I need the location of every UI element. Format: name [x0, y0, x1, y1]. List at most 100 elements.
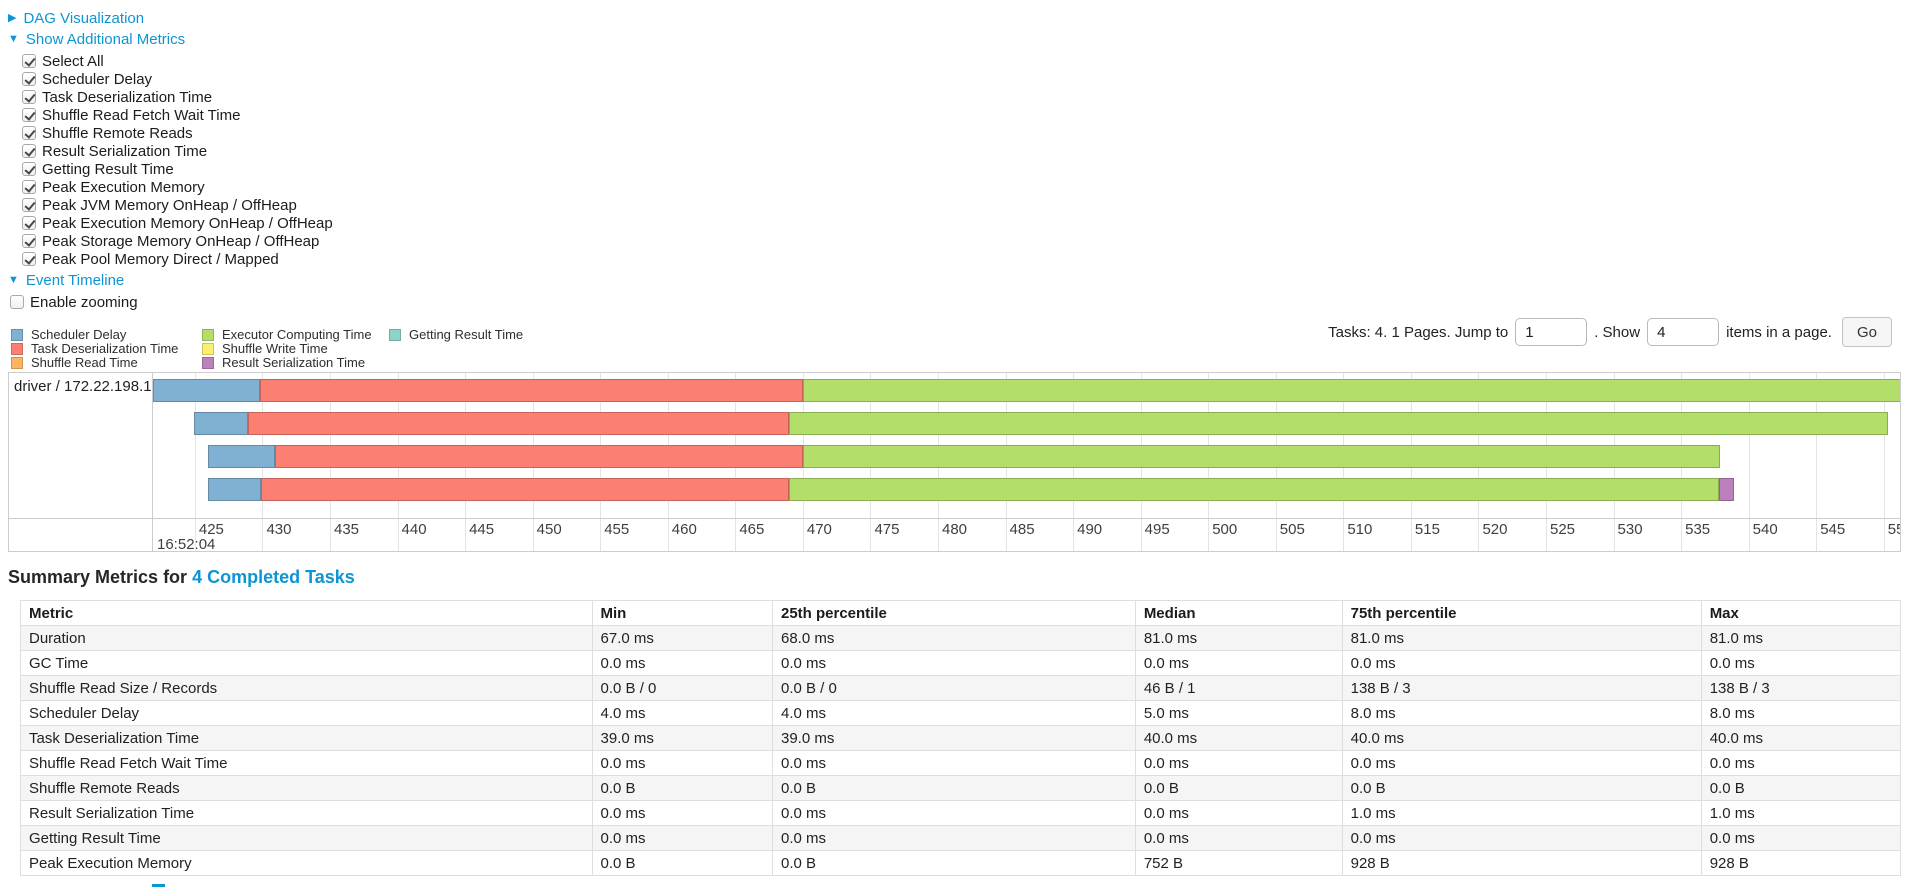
axis-tick-label: 465	[739, 521, 765, 538]
checkbox-shuffle-remote-reads[interactable]	[22, 126, 36, 140]
checkbox-result-serialization-time[interactable]	[22, 144, 36, 158]
timeline-x-axis: 16:52:04 425 430 435 440 445 450 455 460 465 470 4…	[153, 518, 1900, 551]
axis-tick-label: 525	[1550, 521, 1576, 538]
axis-tick-label: 550	[1887, 521, 1900, 538]
checkbox-label: Getting Result Time	[42, 160, 174, 178]
axis-tick-label: 515	[1414, 521, 1440, 538]
metric-checkbox-row: Peak Pool Memory Direct / Mapped	[22, 250, 1901, 268]
summary-cell: 0.0 B	[771, 775, 1136, 801]
gridline	[329, 519, 331, 551]
checkbox-shuffle-read-fetch-wait-time[interactable]	[22, 108, 36, 122]
checkbox-peak-storage-memory-onheap-offheap[interactable]	[22, 234, 36, 248]
summary-cell: 0.0 ms	[1134, 750, 1343, 776]
axis-tick-label: 495	[1144, 521, 1170, 538]
summary-cell: 0.0 ms	[771, 800, 1136, 826]
go-button[interactable]: Go	[1841, 317, 1892, 347]
task-segment-task-deserialization-time[interactable]	[247, 412, 790, 435]
event-timeline-chart: driver / 172.22.198.104 16:52:04 425 430 4…	[8, 372, 1901, 552]
legend-swatch-icon	[202, 357, 214, 369]
summary-cell: 40.0 ms	[1700, 725, 1902, 751]
jump-to-page-input[interactable]	[1515, 318, 1588, 346]
legend-item-shuffle-read-time: Shuffle Read Time	[11, 356, 202, 370]
summary-cell: 0.0 B	[591, 850, 773, 876]
summary-column-header-metric: Metric	[20, 600, 593, 626]
task-segment-result-serialization-time[interactable]	[1718, 478, 1734, 501]
axis-tick-label: 480	[942, 521, 968, 538]
completed-tasks-link[interactable]: 4 Completed Tasks	[192, 567, 355, 587]
task-segment-scheduler-delay[interactable]	[153, 379, 260, 402]
gridline	[1883, 373, 1885, 518]
metric-checkbox-row: Shuffle Remote Reads	[22, 124, 1901, 142]
summary-cell: 138 B / 3	[1341, 675, 1702, 701]
gridline	[1275, 519, 1277, 551]
gridline	[1613, 519, 1615, 551]
task-segment-task-deserialization-time[interactable]	[261, 478, 790, 501]
gridline	[1073, 519, 1075, 551]
checkbox-label: Peak Execution Memory OnHeap / OffHeap	[42, 214, 333, 232]
summary-column-header-25th-percentile: 25th percentile	[771, 600, 1136, 626]
summary-cell: 81.0 ms	[1341, 625, 1702, 651]
legend-swatch-icon	[11, 343, 23, 355]
summary-cell: 46 B / 1	[1134, 675, 1343, 701]
show-additional-metrics-toggle[interactable]: ▼ Show Additional Metrics	[8, 31, 185, 48]
axis-tick-label: 500	[1212, 521, 1238, 538]
legend-swatch-icon	[11, 357, 23, 369]
axis-tick-label: 460	[671, 521, 697, 538]
summary-cell: Scheduler Delay	[20, 700, 593, 726]
summary-cell: 0.0 B	[771, 850, 1136, 876]
axis-tick-label: 435	[333, 521, 360, 538]
summary-cell: 138 B / 3	[1700, 675, 1902, 701]
gridline	[262, 519, 264, 551]
event-timeline-toggle[interactable]: ▼ Event Timeline	[8, 272, 124, 289]
task-segment-scheduler-delay[interactable]	[208, 445, 275, 468]
summary-cell: 8.0 ms	[1341, 700, 1702, 726]
task-segment-scheduler-delay[interactable]	[193, 412, 248, 435]
task-segment-executor-computing-time[interactable]	[802, 379, 1900, 402]
legend-item-executor-computing-time: Executor Computing Time	[202, 328, 389, 342]
summary-cell: 1.0 ms	[1341, 800, 1702, 826]
legend-item-scheduler-delay: Scheduler Delay	[11, 328, 202, 342]
dag-visualization-toggle[interactable]: ▶ DAG Visualization	[8, 10, 144, 27]
task-segment-executor-computing-time[interactable]	[789, 412, 1888, 435]
enable-zooming-checkbox[interactable]	[10, 295, 24, 309]
task-segment-executor-computing-time[interactable]	[789, 478, 1719, 501]
checkbox-label: Peak Storage Memory OnHeap / OffHeap	[42, 232, 320, 250]
axis-major-label: 16:52:04	[157, 536, 216, 551]
summary-cell: 5.0 ms	[1134, 700, 1343, 726]
task-segment-task-deserialization-time[interactable]	[259, 379, 803, 402]
summary-cell: 0.0 ms	[1134, 800, 1343, 826]
summary-cell: 67.0 ms	[591, 625, 773, 651]
metric-checkbox-row: Result Serialization Time	[22, 142, 1901, 160]
task-segment-executor-computing-time[interactable]	[802, 445, 1721, 468]
gridline	[735, 519, 737, 551]
summary-table-header-row: Metric Min 25th percentile Median 75th perce…	[20, 600, 1902, 626]
checkbox-scheduler-delay[interactable]	[22, 72, 36, 86]
axis-tick-label: 545	[1820, 521, 1846, 538]
checkbox-peak-jvm-memory-onheap-offheap[interactable]	[22, 198, 36, 212]
gridline	[532, 519, 534, 551]
summary-cell: Shuffle Read Fetch Wait Time	[20, 750, 593, 776]
task-segment-scheduler-delay[interactable]	[208, 478, 262, 501]
checkbox-peak-execution-memory-onheap-offheap[interactable]	[22, 216, 36, 230]
summary-cell: 4.0 ms	[771, 700, 1136, 726]
checkbox-peak-pool-memory-direct-mapped[interactable]	[22, 252, 36, 266]
metric-checkbox-row: Peak JVM Memory OnHeap / OffHeap	[22, 196, 1901, 214]
checkbox-getting-result-time[interactable]	[22, 162, 36, 176]
summary-cell: 0.0 ms	[591, 800, 773, 826]
show-additional-metrics-label: Show Additional Metrics	[25, 31, 186, 48]
task-segment-task-deserialization-time[interactable]	[274, 445, 803, 468]
checkbox-label: Shuffle Remote Reads	[42, 124, 193, 142]
checkbox-select-all[interactable]	[22, 54, 36, 68]
axis-tick-label: 505	[1279, 521, 1305, 538]
checkbox-task-deserialization-time[interactable]	[22, 90, 36, 104]
items-per-page-input[interactable]	[1647, 318, 1720, 346]
summary-cell: Duration	[20, 625, 593, 651]
summary-cell: 0.0 ms	[591, 825, 773, 851]
summary-column-header-min: Min	[591, 600, 773, 626]
checkbox-peak-execution-memory[interactable]	[22, 180, 36, 194]
checkbox-label: Select All	[42, 52, 104, 70]
summary-cell: 0.0 ms	[1134, 650, 1343, 676]
summary-row-task-deserialization-time: Task Deserialization Time 39.0 ms 39.0 ms 4…	[20, 725, 1902, 751]
gridline	[1208, 519, 1210, 551]
summary-cell: Task Deserialization Time	[20, 725, 593, 751]
